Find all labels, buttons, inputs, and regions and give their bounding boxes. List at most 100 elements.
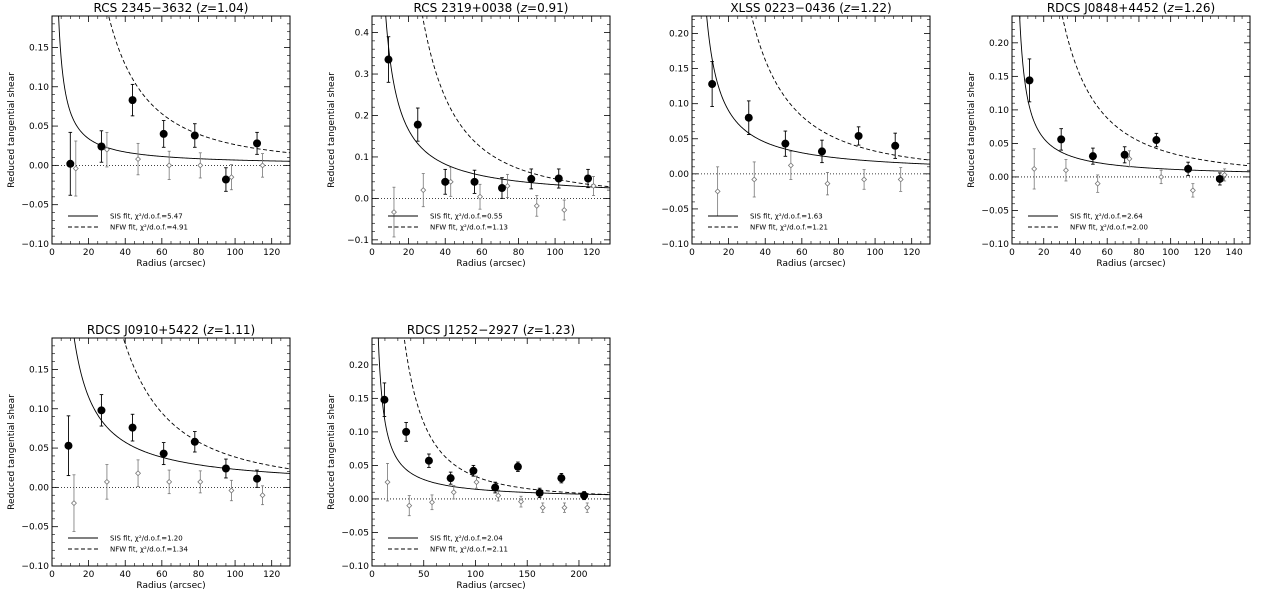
chart-title: RDCS J0910+5422 (z=1.11) bbox=[87, 323, 255, 337]
title-part: z bbox=[520, 1, 528, 15]
cross-shear-point bbox=[384, 479, 391, 486]
y-tick-label: −0.10 bbox=[21, 240, 49, 250]
cross-shear-point bbox=[1062, 167, 1069, 174]
sis-fit-curve bbox=[377, 338, 610, 496]
x-tick-label: 80 bbox=[193, 248, 205, 258]
y-tick-label: 0.05 bbox=[29, 444, 49, 454]
legend-label-sis: SIS fit, χ²/d.o.f.=5.47 bbox=[110, 213, 183, 221]
fit-curves bbox=[58, 16, 290, 162]
sis-fit-curve bbox=[706, 16, 930, 165]
y-tick-label: 0.00 bbox=[29, 483, 49, 493]
y-tick-label: 0.2 bbox=[355, 111, 369, 121]
y-tick-label: 0.00 bbox=[349, 495, 369, 505]
tangential-shear-point bbox=[424, 456, 433, 465]
legend-label-nfw: NFW fit, χ²/d.o.f.=2.00 bbox=[1070, 224, 1148, 232]
x-tick-label: 100 bbox=[467, 570, 484, 580]
cross-shear-point bbox=[504, 182, 511, 189]
y-axis-label: Reduced tangential shear bbox=[327, 394, 337, 510]
cross-shear-point bbox=[751, 176, 758, 183]
title-part: XLSS 0223−0436 ( bbox=[730, 1, 844, 15]
title-part: RDCS J0910+5422 ( bbox=[87, 323, 208, 337]
legend-label-nfw: NFW fit, χ²/d.o.f.=2.11 bbox=[430, 546, 508, 554]
sis-fit-curve bbox=[73, 338, 290, 474]
plot-frame bbox=[51, 15, 291, 245]
tangential-shear-point bbox=[470, 177, 479, 186]
tangential-shear-point bbox=[66, 159, 75, 168]
cross-shear-point bbox=[228, 174, 235, 181]
x-tick-label: 0 bbox=[1009, 248, 1015, 258]
cross-shear-point bbox=[166, 478, 173, 485]
fit-curves bbox=[706, 16, 930, 165]
x-tick-label: 40 bbox=[440, 248, 452, 258]
tangential-shear-point bbox=[580, 491, 589, 500]
y-tick-label: 0.15 bbox=[29, 43, 49, 53]
y-tick-label: 0.3 bbox=[355, 70, 369, 80]
y-tick-label: −0.05 bbox=[341, 528, 369, 538]
tangential-shear-point bbox=[441, 177, 450, 186]
title-part: z bbox=[1166, 1, 1174, 15]
tangential-shear-point bbox=[497, 184, 506, 193]
x-tick-label: 20 bbox=[83, 248, 95, 258]
y-tick-label: −0.05 bbox=[21, 201, 49, 211]
tangential-shear-point bbox=[708, 80, 717, 89]
tangential-shear-point bbox=[1088, 152, 1097, 161]
title-part: =1.04) bbox=[207, 1, 248, 15]
x-tick-label: 0 bbox=[369, 570, 375, 580]
y-tick-label: −0.10 bbox=[981, 240, 1009, 250]
y-tick-label: 0.20 bbox=[989, 39, 1009, 49]
nfw-fit-curve bbox=[108, 16, 290, 154]
x-tick-label: 40 bbox=[120, 248, 132, 258]
x-tick-label: 40 bbox=[120, 570, 132, 580]
cross-shear-point bbox=[228, 487, 235, 494]
tangential-shear-point bbox=[128, 423, 137, 432]
x-tick-label: 20 bbox=[723, 248, 735, 258]
fit-curves bbox=[377, 338, 610, 496]
chart-panel-1: RCS 2345−3632 (z=1.04) 0 20 40 60 80 100 120 −0.… bbox=[7, 1, 291, 269]
y-tick-label: 0.10 bbox=[29, 83, 49, 93]
cross-shear-point bbox=[714, 188, 721, 195]
y-tick-label: 0.15 bbox=[349, 394, 369, 404]
chart-panel-6: RDCS J1252−2927 (z=1.23) 0 50 100 150 200 −0.1… bbox=[327, 323, 611, 591]
x-axis-label: Radius (arcsec) bbox=[136, 259, 205, 269]
x-tick-label: 120 bbox=[263, 570, 280, 580]
tangential-shear-point bbox=[128, 96, 137, 105]
chart-title: RCS 2319+0038 (z=0.91) bbox=[414, 1, 569, 15]
title-part: =1.23) bbox=[534, 323, 575, 337]
x-tick-label: 40 bbox=[1070, 248, 1082, 258]
y-tick-label: 0.00 bbox=[669, 170, 689, 180]
chart-panel-4: RDCS J0848+4452 (z=1.26) 0 20 40 60 80 100 120 1… bbox=[967, 1, 1251, 269]
cross-shear-point bbox=[533, 202, 540, 209]
chart-title: RDCS J1252−2927 (z=1.23) bbox=[407, 323, 575, 337]
fit-curves bbox=[1019, 16, 1250, 173]
x-tick-label: 40 bbox=[760, 248, 772, 258]
y-tick-label: 0.4 bbox=[355, 29, 370, 39]
title-part: z bbox=[843, 1, 851, 15]
cross-shear-point bbox=[135, 156, 142, 163]
title-part: z bbox=[526, 323, 534, 337]
y-tick-label: 0.10 bbox=[989, 106, 1009, 116]
x-axis-label: Radius (arcsec) bbox=[776, 259, 845, 269]
y-tick-label: 0.00 bbox=[29, 161, 49, 171]
tangential-shear-point bbox=[527, 174, 536, 183]
cross-shear-point bbox=[539, 504, 546, 511]
x-tick-label: 60 bbox=[156, 248, 168, 258]
y-axis-label: Reduced tangential shear bbox=[7, 394, 17, 510]
tangential-shear-point bbox=[159, 129, 168, 138]
cross-shear-point bbox=[584, 504, 591, 511]
sis-fit-curve bbox=[1019, 16, 1250, 173]
tangential-shear-point bbox=[1057, 135, 1066, 144]
cross-shear-point bbox=[1189, 187, 1196, 194]
tangential-shear-point bbox=[513, 462, 522, 471]
tangential-shear-point bbox=[97, 142, 106, 151]
tangential-shear-point bbox=[64, 441, 73, 450]
plot-frame bbox=[371, 337, 611, 567]
plot-frame bbox=[51, 337, 291, 567]
cross-shear-point bbox=[71, 500, 77, 507]
y-axis-label: Reduced tangential shear bbox=[327, 72, 337, 188]
tangential-shear-point bbox=[554, 174, 563, 183]
y-axis-label: Reduced tangential shear bbox=[967, 72, 977, 188]
chart-title: XLSS 0223−0436 (z=1.22) bbox=[730, 1, 891, 15]
x-tick-label: 0 bbox=[49, 248, 55, 258]
chart-panel-5: RDCS J0910+5422 (z=1.11) 0 20 40 60 80 100 120 −… bbox=[7, 323, 291, 591]
